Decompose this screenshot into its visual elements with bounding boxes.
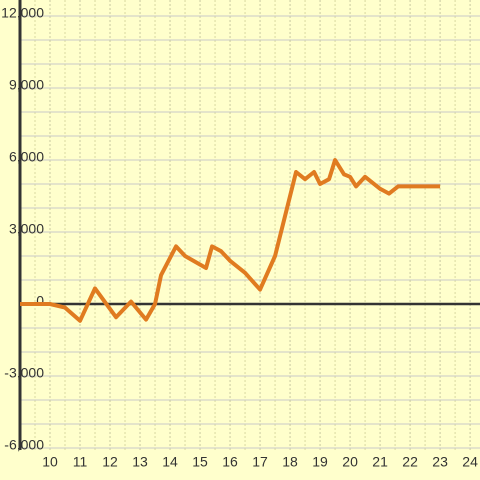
x-tick-label: 22 [402, 454, 418, 470]
y-tick-label: 12,000 [1, 5, 44, 21]
x-tick-label: 13 [132, 454, 148, 470]
x-tick-label: 11 [73, 454, 88, 470]
x-tick-label: 24 [462, 454, 478, 470]
x-tick-label: 16 [222, 454, 238, 470]
x-tick-label: 20 [342, 454, 358, 470]
x-tick-label: 21 [372, 454, 388, 470]
y-tick-label: 9,000 [9, 77, 44, 93]
x-tick-label: 17 [252, 454, 268, 470]
data-line [20, 158, 441, 323]
x-tick-label: 19 [312, 454, 328, 470]
y-tick-label: -3,000 [4, 365, 44, 381]
x-tick-label: 15 [192, 454, 208, 470]
y-tick-label: -6,000 [4, 437, 44, 453]
x-tick-label: 18 [282, 454, 298, 470]
x-tick-label: 10 [42, 454, 58, 470]
y-tick-label: 3,000 [9, 221, 44, 237]
y-tick-label: 6,000 [9, 149, 44, 165]
x-tick-label: 12 [102, 454, 118, 470]
x-tick-label: 23 [432, 454, 448, 470]
y-tick-label: 0 [36, 293, 44, 309]
x-tick-label: 14 [162, 454, 178, 470]
